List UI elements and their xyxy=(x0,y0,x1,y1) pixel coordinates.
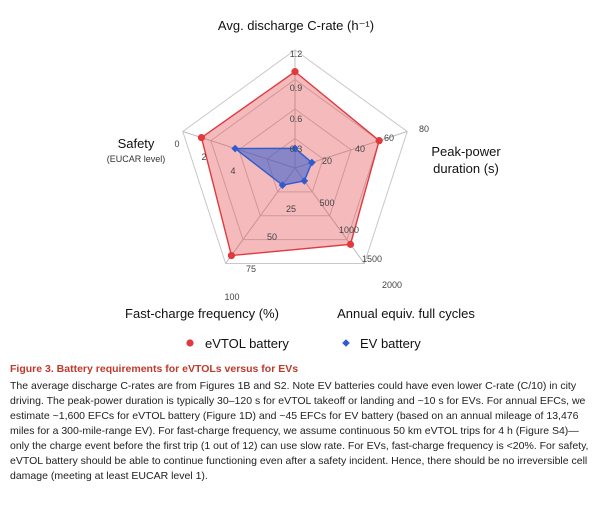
radar-axis-titles: Avg. discharge C-rate (h⁻¹) Peak-power dur… xyxy=(107,18,502,321)
tick-label: 1.2 xyxy=(290,49,303,59)
axis-title: Fast-charge frequency (%) xyxy=(125,306,279,321)
figure-caption: Figure 3. Battery requirements for eVTOL… xyxy=(10,362,594,484)
tick-label: 2 xyxy=(201,152,206,162)
tick-label: 1500 xyxy=(362,254,382,264)
series-area-ev xyxy=(233,147,313,186)
axis-title-peak-power-line2: duration (s) xyxy=(433,161,499,176)
data-point xyxy=(227,251,235,260)
data-point xyxy=(291,144,299,153)
legend-label-evtol: eVTOL battery xyxy=(205,336,289,351)
tick-label: 20 xyxy=(322,156,332,166)
data-point xyxy=(231,144,239,153)
tick-label: 60 xyxy=(384,133,394,143)
tick-label: 80 xyxy=(419,124,429,134)
tick-label: 4 xyxy=(230,166,235,176)
grid-ring xyxy=(210,78,380,241)
tick-label: 25 xyxy=(286,204,296,214)
data-point xyxy=(346,240,355,248)
axis-title: Annual equiv. full cycles xyxy=(337,306,475,321)
axis-title: Avg. discharge C-rate (h⁻¹) xyxy=(218,18,374,33)
data-point xyxy=(375,137,383,145)
tick-label: 2000 xyxy=(382,280,402,290)
radar-chart: 0.30.60.91.22040608050010001500200025507… xyxy=(107,18,502,351)
tick-label: 40 xyxy=(355,144,365,154)
tick-label: 0.9 xyxy=(290,83,303,93)
legend-label-ev: EV battery xyxy=(360,336,421,351)
tick-label: 500 xyxy=(319,198,334,208)
tick-label: 0.6 xyxy=(290,114,303,124)
axis-spoke xyxy=(294,167,365,264)
axis-title: Safety xyxy=(118,136,155,151)
axis-title-peak-power: Peak-power xyxy=(431,144,501,159)
data-point xyxy=(300,177,309,185)
grid-ring xyxy=(238,108,352,217)
axis-subtitle: (EUCAR level) xyxy=(107,154,166,164)
tick-label: 1000 xyxy=(339,225,359,235)
tick-label: 100 xyxy=(224,292,239,302)
legend-marker-ev xyxy=(342,339,350,347)
data-point xyxy=(278,181,287,189)
radar-series xyxy=(197,68,383,260)
figure-caption-body: The average discharge C-rates are from F… xyxy=(10,380,589,482)
tick-label: 50 xyxy=(267,232,277,242)
figure-title: Figure 3. Battery requirements for eVTOL… xyxy=(10,363,299,375)
data-point xyxy=(291,68,299,76)
grid-ring xyxy=(182,49,408,264)
legend-marker-evtol xyxy=(186,339,194,347)
tick-label: 75 xyxy=(246,264,256,274)
chart-legend: eVTOL battery EV battery xyxy=(186,336,421,351)
tick-label: 0 xyxy=(174,139,179,149)
data-point xyxy=(197,134,206,142)
radar-tick-labels: 0.30.60.91.22040608050010001500200025507… xyxy=(174,49,429,302)
data-point xyxy=(308,158,316,167)
tick-label: 0.3 xyxy=(290,144,303,154)
